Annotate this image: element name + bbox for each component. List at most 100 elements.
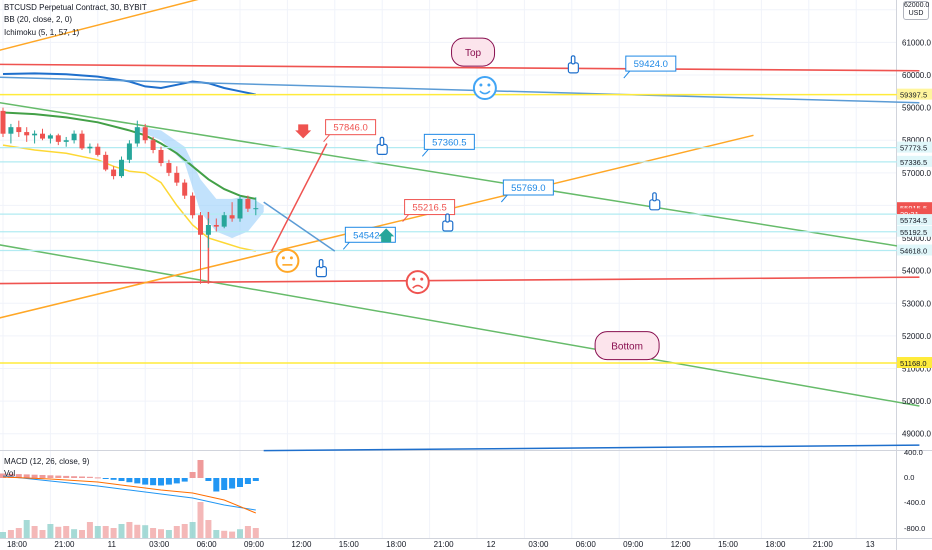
time-tick-label: 18:00: [386, 540, 407, 549]
face-mouth: [479, 90, 491, 95]
time-tick-label: 21:00: [813, 540, 834, 549]
volume-bar: [31, 526, 38, 538]
macd-bar: [205, 478, 212, 481]
time-tick-label: 18:00: [765, 540, 786, 549]
price-label-text: 59397.5: [900, 91, 927, 100]
price-tick-label: 59000.0: [902, 104, 931, 113]
price-label-box: [897, 357, 932, 368]
hand-pointer-icon: [376, 136, 388, 155]
candlesticks: [0, 107, 259, 284]
price-label-box: [897, 202, 932, 214]
candle-body: [182, 182, 188, 196]
macd-bar: [118, 478, 125, 481]
candle-body: [190, 195, 196, 216]
volume-bar: [23, 520, 30, 538]
trend-line-upper-blue: [0, 76, 920, 104]
tag-text: 59424.0: [634, 59, 668, 70]
trend-line-orange-top: [0, 0, 199, 51]
annotation-price-55769[interactable]: 55769.0: [500, 179, 554, 203]
tag-box: [502, 179, 554, 196]
tag-text: 57360.5: [432, 137, 466, 148]
tag-box: [404, 199, 456, 216]
candle-body: [245, 198, 251, 209]
price-label-text: 54618.0: [900, 247, 927, 256]
volume-bar: [221, 530, 228, 538]
candle-body: [198, 215, 203, 235]
macd-bar: [47, 475, 54, 478]
macd-line: [2, 475, 256, 511]
time-axis[interactable]: 18:00 21:00 11 03:00 06:00 09:00 12:00 15:00 18:…: [7, 540, 875, 549]
bollinger-bands: [2, 72, 257, 252]
tag-pointer: [402, 214, 409, 222]
trend-lines[interactable]: [0, 0, 920, 452]
face-outline: [472, 76, 497, 101]
trend-line-lower-red: [0, 276, 920, 285]
volume-bar: [47, 524, 54, 538]
macd-bar: [189, 472, 196, 478]
arrow-up-icon: [378, 228, 395, 243]
volume-bar: [150, 528, 157, 538]
macd-bar: [23, 474, 30, 478]
volume-bar: [181, 524, 188, 538]
macd-pane: 400.0 0.0 -400.0 -800.0: [0, 448, 925, 538]
volume-bar: [189, 522, 196, 538]
price-axis[interactable]: 61000.060000.059000.058000.057000.056000…: [897, 38, 932, 439]
annotation-price-55216[interactable]: 55216.5: [402, 199, 456, 222]
time-tick-label: 03:00: [149, 540, 170, 549]
annotation-label-top[interactable]: Top: [451, 37, 496, 67]
price-tick-label: 50000.0: [902, 397, 931, 406]
face-mouth: [412, 284, 424, 289]
candle-body: [150, 140, 156, 150]
macd-bar: [86, 476, 93, 478]
happy-face-icon: [472, 76, 497, 101]
hand-pointer-icon: [442, 213, 454, 232]
macd-bar: [15, 474, 22, 478]
annotations[interactable]: Top Bottom 59424.0 57846.0 57360.5 55769.0 552…: [275, 37, 677, 361]
volume-bar: [71, 529, 78, 538]
hand-finger: [318, 259, 324, 269]
tag-box: [325, 119, 377, 136]
macd-bar: [165, 478, 172, 485]
volume-bar: [79, 530, 85, 538]
candle-body: [205, 225, 211, 235]
face-outline: [405, 270, 430, 295]
tag-text: 54542.5: [353, 230, 387, 241]
time-tick-label: 03:00: [528, 540, 549, 549]
macd-bar: [181, 478, 188, 482]
volume-bar: [197, 502, 204, 538]
candle-body: [79, 133, 85, 149]
price-label-box: [897, 208, 932, 220]
macd-bar: [39, 475, 46, 478]
volume-bar: [173, 526, 180, 538]
bb-lower-line: [2, 144, 256, 252]
candle-body: [47, 135, 53, 139]
price-label-box: [897, 155, 932, 167]
hand-pointer-icon: [567, 55, 579, 74]
face-eye: [487, 83, 491, 87]
candle-body: [111, 169, 117, 177]
macd-bar: [71, 476, 78, 478]
candle-body: [126, 143, 132, 160]
macd-bar: [142, 478, 149, 485]
volume-bar: [94, 526, 101, 538]
neutral-face-icon: [275, 248, 300, 273]
candle-body: [103, 154, 109, 170]
candle-body: [229, 215, 235, 219]
tag-text: 57846.0: [333, 123, 367, 134]
price-label-text: 57336.5: [900, 158, 927, 167]
candle-body: [158, 150, 164, 164]
macd-bar: [252, 478, 259, 481]
volume-bar: [118, 524, 125, 538]
time-tick-label: 06:00: [197, 540, 218, 549]
annotation-price-57360[interactable]: 57360.5: [421, 133, 475, 157]
macd-bar: [213, 478, 220, 492]
annotation-price-59424[interactable]: 59424.0: [623, 55, 677, 79]
price-label-text: 57773.5: [900, 144, 927, 153]
annotation-label-bottom[interactable]: Bottom: [594, 331, 660, 361]
candle-body: [71, 133, 77, 141]
currency-badge[interactable]: 62000.0 USD: [903, 1, 929, 20]
annotation-price-57846[interactable]: 57846.0: [323, 119, 377, 142]
price-label-box: [897, 225, 932, 237]
